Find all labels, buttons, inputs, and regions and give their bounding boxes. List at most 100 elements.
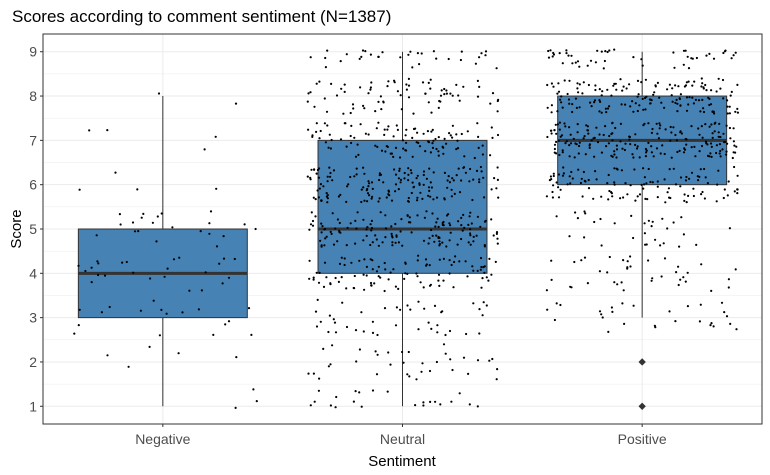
jitter-point-neutral — [387, 193, 390, 196]
jitter-point-positive — [683, 199, 686, 202]
jitter-point-neutral — [430, 130, 433, 133]
jitter-point-neutral — [309, 223, 313, 226]
jitter-point-positive — [557, 196, 561, 199]
jitter-point-neutral — [362, 166, 365, 169]
jitter-point-positive — [564, 142, 567, 145]
jitter-point-neutral — [455, 133, 458, 136]
jitter-point-positive — [658, 127, 661, 130]
jitter-point-neutral — [468, 403, 471, 406]
jitter-point-neutral — [393, 79, 396, 82]
jitter-point-positive — [636, 109, 639, 113]
jitter-point-positive — [713, 112, 716, 115]
jitter-point-neutral — [328, 166, 331, 169]
jitter-point-positive — [632, 156, 635, 159]
jitter-point-neutral — [401, 244, 404, 247]
x-axis-title: Sentiment — [368, 453, 436, 470]
jitter-point-positive — [611, 310, 614, 313]
jitter-point-positive — [725, 153, 728, 156]
jitter-point-neutral — [495, 187, 498, 190]
jitter-point-neutral — [442, 224, 445, 227]
jitter-point-neutral — [466, 275, 469, 278]
jitter-point-positive — [589, 59, 593, 62]
jitter-point-neutral — [326, 201, 329, 204]
jitter-point-neutral — [318, 80, 321, 83]
jitter-point-neutral — [424, 258, 428, 261]
jitter-point-positive — [571, 103, 574, 106]
jitter-point-positive — [674, 133, 677, 137]
jitter-point-positive — [565, 52, 568, 55]
jitter-point-neutral — [485, 276, 488, 279]
jitter-point-neutral — [437, 154, 440, 157]
jitter-point-positive — [586, 64, 589, 67]
jitter-point-neutral — [309, 178, 312, 181]
jitter-point-neutral — [417, 300, 420, 303]
jitter-point-negative — [178, 256, 181, 259]
jitter-point-neutral — [448, 132, 451, 135]
jitter-point-positive — [649, 180, 652, 184]
jitter-point-neutral — [314, 215, 317, 218]
jitter-point-neutral — [380, 108, 383, 111]
jitter-point-neutral — [362, 186, 365, 189]
jitter-point-positive — [590, 105, 593, 108]
jitter-point-negative — [84, 269, 87, 273]
jitter-point-positive — [593, 155, 596, 158]
jitter-point-neutral — [383, 307, 387, 310]
jitter-point-positive — [700, 85, 703, 88]
jitter-point-positive — [607, 198, 610, 201]
jitter-point-neutral — [427, 81, 430, 84]
jitter-point-positive — [620, 169, 624, 172]
jitter-point-positive — [668, 168, 671, 171]
jitter-point-neutral — [406, 373, 409, 376]
jitter-point-neutral — [415, 177, 418, 180]
jitter-point-positive — [550, 278, 553, 281]
jitter-point-neutral — [397, 188, 400, 191]
jitter-point-neutral — [402, 147, 405, 150]
jitter-point-neutral — [309, 56, 312, 59]
jitter-point-positive — [705, 54, 708, 57]
jitter-point-neutral — [425, 210, 428, 213]
jitter-point-positive — [582, 137, 585, 140]
jitter-point-positive — [668, 83, 672, 86]
jitter-point-positive — [613, 181, 616, 184]
jitter-point-positive — [590, 139, 593, 142]
jitter-point-neutral — [435, 221, 438, 224]
jitter-point-neutral — [392, 135, 395, 138]
jitter-point-negative — [203, 148, 206, 151]
jitter-point-positive — [676, 150, 679, 154]
jitter-point-neutral — [480, 265, 483, 269]
jitter-point-neutral — [467, 241, 470, 244]
jitter-point-positive — [723, 188, 726, 191]
jitter-point-neutral — [451, 368, 454, 372]
jitter-point-neutral — [425, 264, 428, 267]
jitter-point-neutral — [343, 122, 346, 125]
jitter-point-positive — [600, 195, 603, 198]
jitter-point-neutral — [481, 144, 484, 147]
jitter-point-neutral — [404, 149, 407, 152]
jitter-point-neutral — [424, 92, 427, 95]
jitter-point-positive — [698, 150, 701, 153]
jitter-point-neutral — [307, 92, 310, 95]
jitter-point-neutral — [354, 390, 357, 393]
jitter-point-neutral — [343, 263, 346, 267]
jitter-point-positive — [622, 196, 625, 199]
jitter-point-neutral — [329, 404, 332, 407]
jitter-point-neutral — [331, 212, 334, 215]
jitter-point-positive — [670, 131, 673, 134]
jitter-point-positive — [691, 57, 694, 60]
jitter-point-positive — [719, 155, 722, 158]
jitter-point-negative — [137, 230, 140, 233]
jitter-point-neutral — [381, 241, 384, 244]
jitter-point-positive — [688, 177, 691, 180]
jitter-point-positive — [593, 99, 597, 102]
jitter-point-neutral — [353, 274, 356, 278]
jitter-point-neutral — [429, 151, 432, 154]
jitter-point-positive — [644, 147, 648, 151]
jitter-point-positive — [568, 79, 571, 82]
jitter-point-positive — [670, 94, 673, 97]
jitter-point-negative — [103, 274, 107, 277]
jitter-point-neutral — [436, 217, 439, 220]
jitter-point-positive — [674, 183, 678, 186]
jitter-point-positive — [722, 51, 725, 55]
jitter-point-neutral — [366, 200, 369, 203]
jitter-point-positive — [736, 192, 739, 195]
